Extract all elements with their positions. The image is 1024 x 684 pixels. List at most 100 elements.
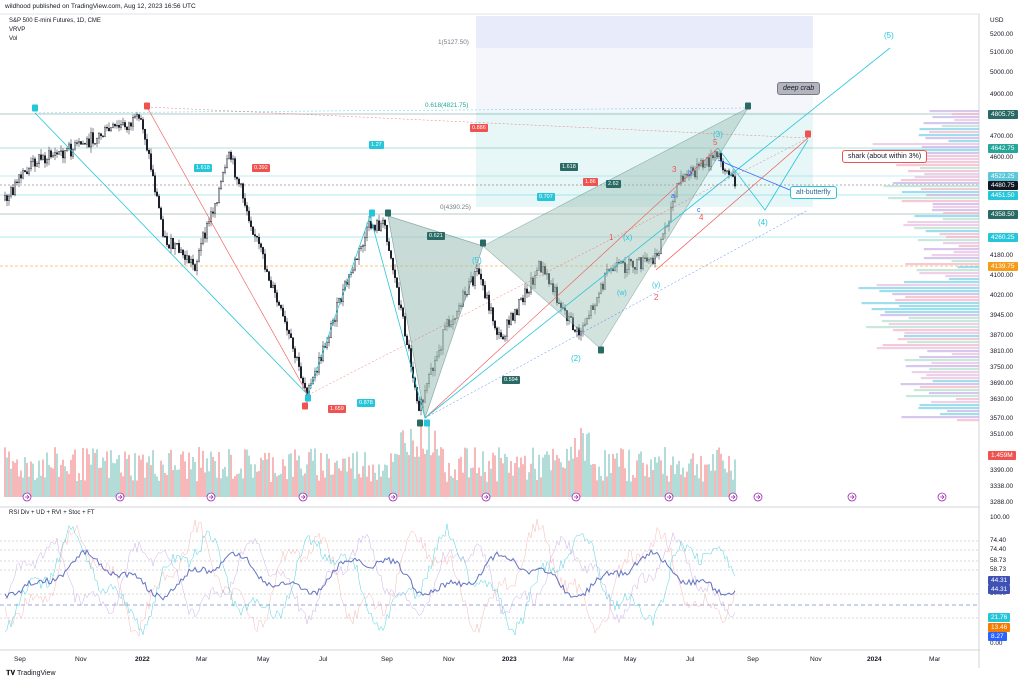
rsi-indicator-title[interactable]: RSI Div + UD + RVI + Stoc + FT — [9, 510, 95, 516]
time-label: Mar — [563, 656, 575, 663]
time-label: Mar — [196, 656, 208, 663]
callout-shark[interactable]: shark (about within 3%) — [842, 150, 928, 163]
price-label: 3870.00 — [990, 332, 1014, 339]
time-label: Nov — [810, 656, 822, 663]
projection-zone — [476, 16, 813, 48]
rsi-panel — [0, 518, 979, 638]
event-markers[interactable] — [22, 492, 947, 502]
wave-label: (y) — [652, 282, 661, 289]
wave-label: 1 — [609, 233, 614, 242]
wave-label: 5 — [713, 138, 718, 147]
price-axis[interactable]: USD 5200.00 5100.00 5000.00 4900.00 4700.00 4… — [980, 0, 1024, 684]
wave-label: b — [688, 170, 692, 177]
price-tag: 4522.25 — [988, 171, 1018, 181]
rsi-tag: 13.46 — [988, 622, 1011, 632]
indicator-vrvp[interactable]: VRVP — [9, 27, 26, 33]
price-label: 4020.00 — [990, 292, 1014, 299]
volume-bars — [4, 423, 736, 497]
price-label: 3288.00 — [990, 499, 1014, 506]
time-label: Sep — [381, 656, 393, 663]
rsi-label: 0.00 — [990, 640, 1003, 647]
tv-logo-icon: 𝐓𝐕 — [6, 670, 16, 677]
rsi-tag: 8.27 — [988, 631, 1007, 641]
time-label: 2022 — [135, 656, 150, 663]
fib-level-0618: 0.618(4821.75) — [425, 102, 469, 109]
wave-label: 2 — [654, 293, 659, 302]
price-label: 3945.00 — [990, 312, 1014, 319]
price-label: 4900.00 — [990, 91, 1014, 98]
wave-label: (x) — [623, 233, 633, 242]
wave-label: 4 — [699, 213, 704, 222]
price-label: 5000.00 — [990, 69, 1014, 76]
rsi-label: 58.73 — [990, 566, 1006, 573]
ratio-box: 0.594 — [502, 376, 520, 384]
price-label: 3750.00 — [990, 364, 1014, 371]
rsi-tag: 44.31 — [988, 584, 1011, 594]
symbol-title[interactable]: S&P 500 E-mini Futures, 1D, CME — [9, 18, 101, 24]
wave-label: (5) — [472, 256, 482, 265]
price-label: 4100.00 — [990, 272, 1014, 279]
ratio-box: 2.62 — [606, 180, 621, 188]
price-tag: 4139.75 — [988, 261, 1018, 271]
volume-profile — [858, 110, 979, 422]
time-label: Nov — [443, 656, 455, 663]
fib-level-0: 0(4390.25) — [440, 204, 471, 211]
time-label: 2024 — [867, 656, 882, 663]
projection-zone-2 — [476, 48, 813, 112]
price-label: 5200.00 — [990, 31, 1014, 38]
ratio-box: 1.659 — [328, 405, 346, 413]
wave-label: 3 — [672, 165, 677, 174]
time-label: May — [257, 656, 270, 663]
ratio-box: 0.878 — [357, 399, 375, 407]
price-label: 4180.00 — [990, 252, 1014, 259]
rsi-label: 58.73 — [990, 557, 1006, 564]
price-label: 3338.00 — [990, 483, 1014, 490]
price-label: 4600.00 — [990, 154, 1014, 161]
ratio-box: 0.621 — [427, 232, 445, 240]
time-label: Nov — [75, 656, 87, 663]
wave-label: a — [671, 193, 675, 200]
time-label: May — [624, 656, 637, 663]
ratio-box: 1.86 — [583, 178, 598, 186]
projection-zone-3 — [476, 112, 813, 207]
ratio-box: 1.618 — [560, 163, 578, 171]
rsi-tag: 44.31 — [988, 575, 1011, 585]
ratio-box: 0.886 — [470, 124, 488, 132]
wave-label: (3) — [713, 130, 723, 139]
time-label: Sep — [747, 656, 759, 663]
price-chart[interactable] — [0, 0, 980, 668]
harmonic-patterns[interactable] — [32, 47, 891, 427]
price-tag: 4642.75 — [988, 143, 1018, 153]
callout-alt-butterfly[interactable]: alt-butterfly — [790, 186, 837, 199]
rsi-label: 74.40 — [990, 546, 1006, 553]
price-label: 3510.00 — [990, 431, 1014, 438]
tradingview-logo: 𝐓𝐕 TradingView — [6, 670, 56, 677]
indicator-vol[interactable]: Vol — [9, 36, 18, 42]
publish-info: wildhood published on TradingView.com, A… — [5, 3, 196, 10]
time-label: Sep — [14, 656, 26, 663]
ratio-box: 0.707 — [537, 193, 555, 201]
price-label: 3390.00 — [990, 467, 1014, 474]
time-label: Mar — [929, 656, 941, 663]
wave-label: (4) — [758, 218, 768, 227]
ratio-box: 1.618 — [194, 164, 212, 172]
price-tag: 4480.75 — [988, 180, 1018, 190]
wave-label: (2) — [571, 354, 581, 363]
price-label: 3810.00 — [990, 348, 1014, 355]
wave-label: c — [697, 207, 701, 214]
price-label: 3690.00 — [990, 380, 1014, 387]
rsi-label: 50.00 — [990, 590, 1006, 597]
callout-deep-crab[interactable]: deep crab — [777, 82, 821, 95]
price-label: 5100.00 — [990, 49, 1014, 56]
price-tag: 4260.25 — [988, 232, 1018, 242]
price-label: 3570.00 — [990, 415, 1014, 422]
price-tag: 4805.75 — [988, 109, 1018, 119]
candlestick-series — [3, 111, 737, 416]
wave-label: (5) — [884, 31, 894, 40]
time-label: 2023 — [502, 656, 517, 663]
price-label: 3630.00 — [990, 396, 1014, 403]
wave-label: (w) — [617, 290, 627, 297]
time-label: Jul — [319, 656, 328, 663]
currency-label: USD — [990, 17, 1004, 24]
price-tag: 1.459M — [988, 450, 1016, 460]
